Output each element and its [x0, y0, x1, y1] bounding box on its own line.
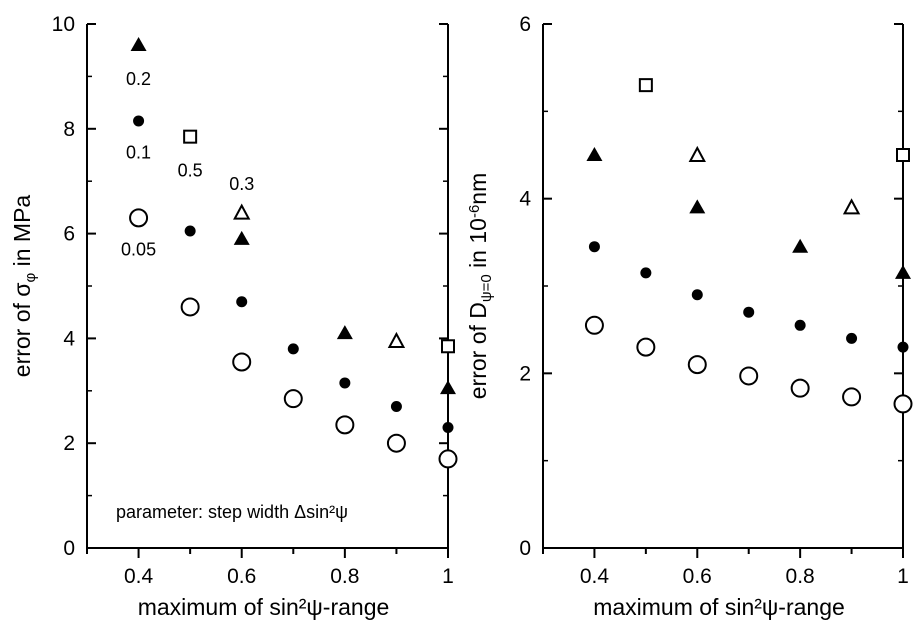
y-axis-label-subscript: φ — [22, 273, 39, 283]
filled-triangle-marker — [895, 264, 911, 279]
filled-triangle-marker — [792, 238, 809, 253]
x-tick-label: 0.6 — [227, 565, 256, 588]
open-circle-marker — [283, 389, 303, 409]
y-tick-label: 6 — [63, 223, 75, 246]
y-tick-label: 2 — [63, 432, 75, 455]
y-axis-label-subscript: ψ=0 — [478, 274, 495, 302]
y-axis-label-tail: in 10 — [465, 218, 491, 274]
open-triangle-marker — [387, 331, 406, 349]
y-axis-label-tail: in MPa — [9, 195, 35, 273]
filled-triangle-marker — [440, 380, 456, 395]
filled-triangle-marker — [336, 325, 353, 340]
y-axis-label-main: error of σ — [9, 283, 35, 378]
y-tick-label: 0 — [63, 537, 75, 560]
open-circle-marker — [180, 297, 200, 317]
open-circle-marker — [893, 394, 913, 414]
filled-triangle-marker — [233, 230, 250, 245]
y-axis-label: error of Dψ=0 in 10-6nm — [465, 173, 495, 400]
filled-circle-marker — [236, 296, 248, 308]
x-tick-label: 0.8 — [330, 565, 359, 588]
filled-circle-marker — [794, 319, 806, 331]
y-tick-label: 4 — [63, 327, 75, 350]
y-axis-label-superscript: -6 — [466, 205, 483, 218]
filled-circle-marker — [743, 306, 755, 318]
filled-circle-marker — [339, 377, 351, 389]
filled-circle-marker — [897, 341, 909, 353]
open-square-marker — [441, 339, 455, 354]
y-tick-label: 10 — [52, 13, 75, 36]
open-triangle-marker — [233, 203, 251, 220]
filled-circle-marker — [588, 241, 600, 253]
open-triangle-marker — [688, 145, 706, 162]
x-tick-label: 0.6 — [683, 565, 712, 588]
filled-circle-marker — [442, 421, 454, 433]
filled-circle-marker — [287, 343, 299, 355]
x-tick-label: 0.4 — [124, 565, 154, 588]
filled-triangle-marker — [130, 36, 147, 51]
open-circle-marker — [584, 315, 604, 335]
open-circle-marker — [790, 378, 810, 398]
filled-circle-marker — [846, 332, 858, 344]
filled-circle-marker — [133, 115, 145, 127]
y-axis-label-main: error of D — [465, 302, 491, 399]
y-tick-label: 8 — [63, 118, 75, 141]
x-axis-label: maximum of sin²ψ-range — [593, 594, 845, 620]
x-tick-label: 0.4 — [580, 565, 610, 588]
right-chart-panel: 0 2 4 6 0.4 0.6 0.8 1 maximum of sin²ψ-range erro… — [465, 13, 913, 620]
filled-circle-marker — [184, 225, 196, 237]
open-square-marker — [183, 129, 198, 144]
open-circle-marker — [842, 387, 862, 407]
open-triangle-marker — [842, 198, 861, 215]
annotation-label: 0.2 — [126, 69, 151, 89]
filled-circle-marker — [640, 267, 652, 279]
left-chart-panel: 0 2 4 6 8 10 0.4 0.6 0.8 1 maximum of sin²ψ-range e… — [9, 13, 458, 620]
filled-circle-marker — [390, 401, 402, 413]
open-circle-marker — [739, 366, 759, 386]
y-axis-label: error of σφ in MPa — [9, 195, 39, 378]
y-axis-label-end: nm — [465, 173, 491, 205]
annotation-label: 0.05 — [121, 239, 156, 259]
open-circle-marker — [335, 415, 355, 435]
y-tick-label: 2 — [519, 362, 531, 385]
parameter-note: parameter: step width Δsin²ψ — [116, 502, 348, 522]
open-circle-marker — [232, 352, 252, 372]
filled-triangle-marker — [586, 147, 603, 161]
open-circle-marker — [687, 355, 707, 375]
filled-triangle-marker — [689, 199, 706, 214]
open-circle-marker — [129, 208, 149, 228]
annotation-label: 0.3 — [229, 174, 254, 194]
open-circle-marker — [636, 337, 656, 357]
x-tick-label: 0.8 — [786, 565, 815, 588]
x-tick-label: 1 — [442, 565, 454, 588]
y-tick-label: 0 — [519, 537, 531, 560]
filled-circle-marker — [691, 289, 703, 301]
open-square-marker — [638, 78, 653, 93]
x-axis-label: maximum of sin²ψ-range — [138, 594, 390, 620]
x-tick-label: 1 — [897, 565, 909, 588]
open-circle-marker — [438, 449, 458, 469]
y-tick-label: 6 — [519, 13, 531, 36]
open-circle-marker — [386, 433, 406, 453]
open-square-marker — [896, 148, 910, 162]
y-tick-label: 4 — [519, 188, 531, 211]
annotation-label: 0.1 — [126, 142, 151, 162]
annotation-label: 0.5 — [178, 161, 203, 181]
